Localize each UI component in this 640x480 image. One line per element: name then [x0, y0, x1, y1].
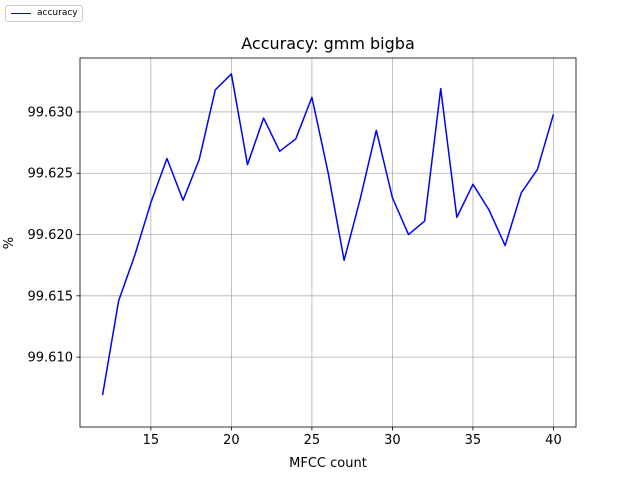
x-tick-label: 15 — [143, 433, 160, 448]
grid — [80, 58, 576, 427]
legend: accuracy — [5, 5, 83, 22]
legend-label-accuracy: accuracy — [37, 8, 78, 18]
y-tick-label: 99.610 — [28, 351, 74, 366]
legend-line-accuracy — [11, 13, 31, 14]
chart-title: Accuracy: gmm bigba — [241, 34, 415, 53]
x-tick-label: 20 — [223, 433, 240, 448]
axis-ticks: 15 20 25 30 35 40 99.610 99.615 99.620 99.625 99.6… — [28, 105, 562, 448]
x-tick-label: 40 — [545, 433, 562, 448]
x-tick-label: 30 — [384, 433, 401, 448]
x-tick-label: 35 — [465, 433, 482, 448]
y-axis-label: % — [2, 237, 17, 249]
y-tick-label: 99.615 — [28, 289, 74, 304]
y-tick-label: 99.620 — [28, 228, 74, 243]
x-axis-label: MFCC count — [289, 456, 367, 471]
plot-frame — [79, 57, 577, 428]
series-line-accuracy — [101, 73, 555, 396]
x-tick-label: 25 — [304, 433, 321, 448]
y-tick-label: 99.625 — [28, 167, 74, 182]
y-tick-label: 99.630 — [28, 105, 74, 120]
series-lines — [101, 73, 555, 396]
